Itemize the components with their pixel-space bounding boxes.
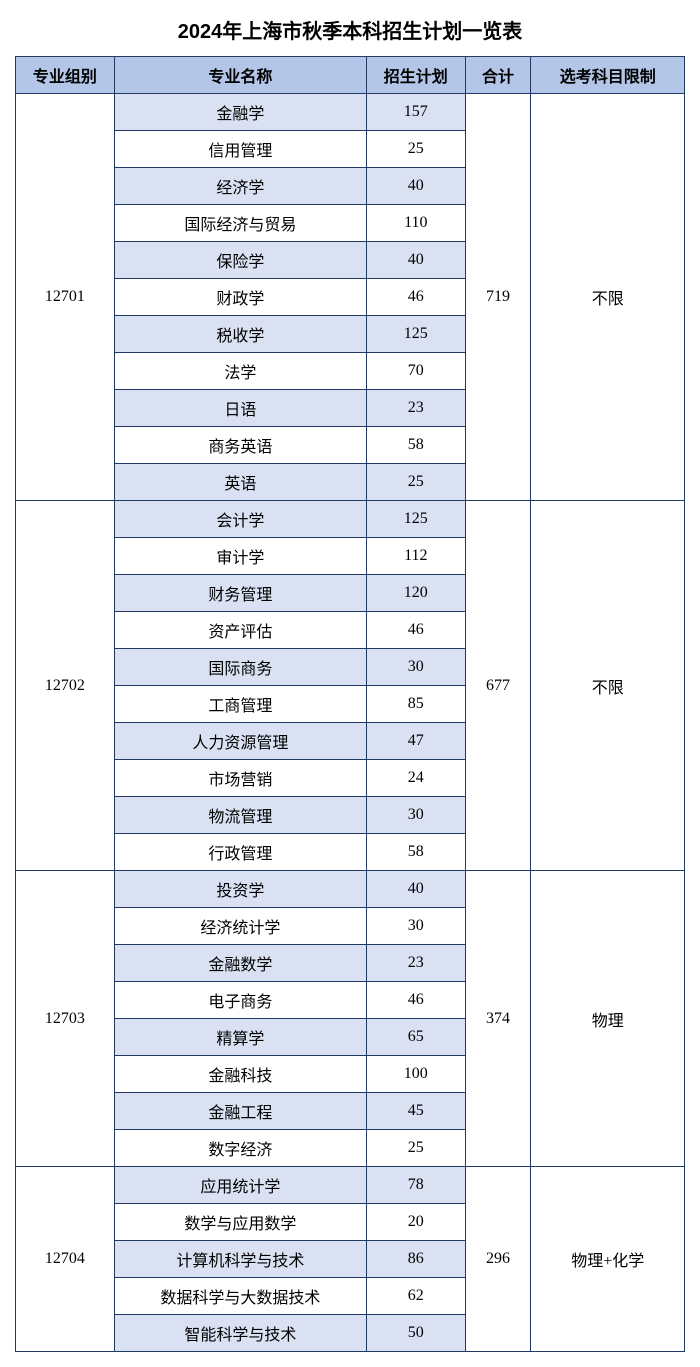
plan-count-cell: 46 xyxy=(366,982,465,1019)
group-code-cell: 12701 xyxy=(16,94,115,501)
major-name-cell: 市场营销 xyxy=(114,760,366,797)
major-name-cell: 数学与应用数学 xyxy=(114,1204,366,1241)
plan-count-cell: 50 xyxy=(366,1315,465,1352)
major-name-cell: 数据科学与大数据技术 xyxy=(114,1278,366,1315)
plan-count-cell: 125 xyxy=(366,501,465,538)
major-name-cell: 保险学 xyxy=(114,242,366,279)
plan-count-cell: 23 xyxy=(366,390,465,427)
plan-count-cell: 23 xyxy=(366,945,465,982)
subject-limit-cell: 不限 xyxy=(531,94,685,501)
major-name-cell: 商务英语 xyxy=(114,427,366,464)
total-cell: 719 xyxy=(465,94,531,501)
plan-count-cell: 110 xyxy=(366,205,465,242)
major-name-cell: 智能科学与技术 xyxy=(114,1315,366,1352)
plan-count-cell: 25 xyxy=(366,1130,465,1167)
plan-count-cell: 20 xyxy=(366,1204,465,1241)
major-name-cell: 金融工程 xyxy=(114,1093,366,1130)
plan-count-cell: 85 xyxy=(366,686,465,723)
major-name-cell: 财政学 xyxy=(114,279,366,316)
plan-count-cell: 78 xyxy=(366,1167,465,1204)
major-name-cell: 日语 xyxy=(114,390,366,427)
plan-count-cell: 30 xyxy=(366,797,465,834)
plan-count-cell: 125 xyxy=(366,316,465,353)
table-row: 12704应用统计学78296物理+化学 xyxy=(16,1167,685,1204)
major-name-cell: 会计学 xyxy=(114,501,366,538)
major-name-cell: 金融科技 xyxy=(114,1056,366,1093)
subject-limit-cell: 物理 xyxy=(531,871,685,1167)
major-name-cell: 应用统计学 xyxy=(114,1167,366,1204)
plan-count-cell: 40 xyxy=(366,871,465,908)
plan-count-cell: 157 xyxy=(366,94,465,131)
major-name-cell: 信用管理 xyxy=(114,131,366,168)
plan-count-cell: 86 xyxy=(366,1241,465,1278)
total-cell: 374 xyxy=(465,871,531,1167)
major-name-cell: 法学 xyxy=(114,353,366,390)
major-name-cell: 经济统计学 xyxy=(114,908,366,945)
plan-count-cell: 112 xyxy=(366,538,465,575)
major-name-cell: 税收学 xyxy=(114,316,366,353)
plan-count-cell: 58 xyxy=(366,427,465,464)
table-header-row: 专业组别 专业名称 招生计划 合计 选考科目限制 xyxy=(16,57,685,94)
group-code-cell: 12703 xyxy=(16,871,115,1167)
plan-count-cell: 47 xyxy=(366,723,465,760)
plan-count-cell: 45 xyxy=(366,1093,465,1130)
major-name-cell: 计算机科学与技术 xyxy=(114,1241,366,1278)
plan-count-cell: 30 xyxy=(366,649,465,686)
plan-count-cell: 46 xyxy=(366,279,465,316)
group-code-cell: 12704 xyxy=(16,1167,115,1352)
major-name-cell: 投资学 xyxy=(114,871,366,908)
plan-count-cell: 46 xyxy=(366,612,465,649)
major-name-cell: 资产评估 xyxy=(114,612,366,649)
header-limit: 选考科目限制 xyxy=(531,57,685,94)
major-name-cell: 行政管理 xyxy=(114,834,366,871)
major-name-cell: 英语 xyxy=(114,464,366,501)
table-row: 12703投资学40374物理 xyxy=(16,871,685,908)
plan-count-cell: 40 xyxy=(366,242,465,279)
major-name-cell: 工商管理 xyxy=(114,686,366,723)
total-cell: 677 xyxy=(465,501,531,871)
total-cell: 296 xyxy=(465,1167,531,1352)
header-total: 合计 xyxy=(465,57,531,94)
plan-count-cell: 100 xyxy=(366,1056,465,1093)
plan-count-cell: 30 xyxy=(366,908,465,945)
plan-count-cell: 25 xyxy=(366,464,465,501)
subject-limit-cell: 物理+化学 xyxy=(531,1167,685,1352)
plan-count-cell: 24 xyxy=(366,760,465,797)
major-name-cell: 财务管理 xyxy=(114,575,366,612)
subject-limit-cell: 不限 xyxy=(531,501,685,871)
plan-count-cell: 58 xyxy=(366,834,465,871)
group-code-cell: 12702 xyxy=(16,501,115,871)
major-name-cell: 审计学 xyxy=(114,538,366,575)
page-title: 2024年上海市秋季本科招生计划一览表 xyxy=(15,15,685,44)
plan-count-cell: 62 xyxy=(366,1278,465,1315)
plan-count-cell: 65 xyxy=(366,1019,465,1056)
header-major: 专业名称 xyxy=(114,57,366,94)
major-name-cell: 精算学 xyxy=(114,1019,366,1056)
major-name-cell: 经济学 xyxy=(114,168,366,205)
major-name-cell: 金融学 xyxy=(114,94,366,131)
major-name-cell: 物流管理 xyxy=(114,797,366,834)
plan-count-cell: 25 xyxy=(366,131,465,168)
major-name-cell: 国际商务 xyxy=(114,649,366,686)
plan-count-cell: 120 xyxy=(366,575,465,612)
header-group: 专业组别 xyxy=(16,57,115,94)
header-plan: 招生计划 xyxy=(366,57,465,94)
plan-count-cell: 70 xyxy=(366,353,465,390)
table-row: 12702会计学125677不限 xyxy=(16,501,685,538)
table-row: 12701金融学157719不限 xyxy=(16,94,685,131)
major-name-cell: 数字经济 xyxy=(114,1130,366,1167)
plan-count-cell: 40 xyxy=(366,168,465,205)
major-name-cell: 人力资源管理 xyxy=(114,723,366,760)
major-name-cell: 国际经济与贸易 xyxy=(114,205,366,242)
admission-table: 专业组别 专业名称 招生计划 合计 选考科目限制 12701金融学157719不… xyxy=(15,56,685,1352)
major-name-cell: 电子商务 xyxy=(114,982,366,1019)
major-name-cell: 金融数学 xyxy=(114,945,366,982)
